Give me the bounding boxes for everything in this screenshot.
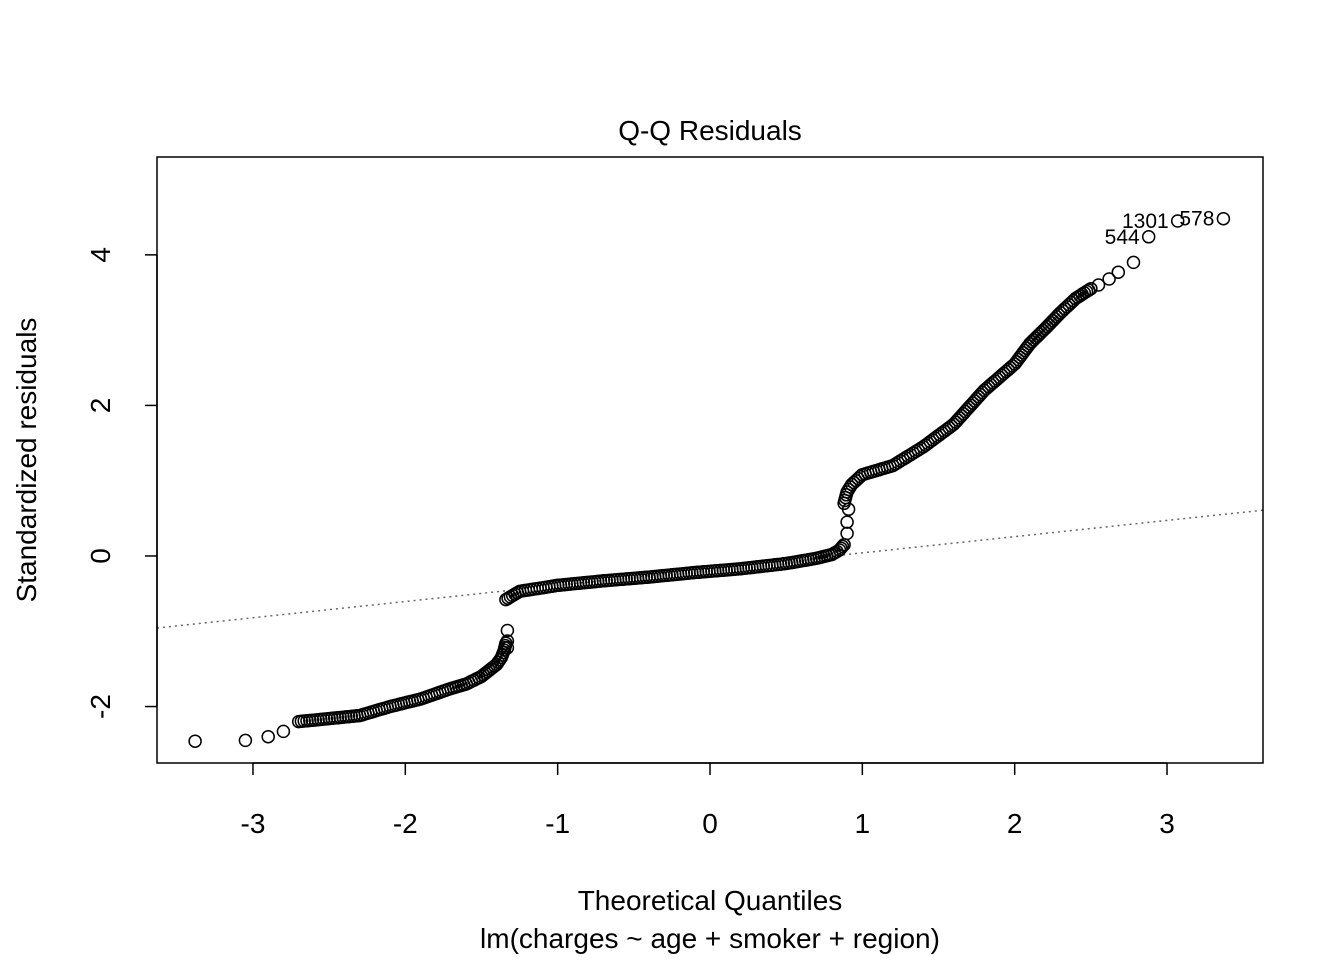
x-tick-label: -2 — [393, 808, 418, 839]
data-point — [1111, 265, 1126, 279]
y-tick-label: 4 — [85, 247, 116, 263]
y-tick-label: 2 — [85, 398, 116, 414]
x-tick-label: -1 — [545, 808, 570, 839]
chart-title: Q-Q Residuals — [618, 115, 802, 146]
data-point — [188, 734, 202, 748]
data-point — [1084, 281, 1098, 296]
data-point — [834, 541, 848, 555]
x-tick-label: 2 — [1007, 808, 1023, 839]
data-point — [851, 471, 865, 486]
x-axis: -3 -2 -1 0 1 2 3 — [241, 762, 1175, 839]
point-label: 544 — [1105, 226, 1140, 249]
model-caption: lm(charges ~ age + smoker + region) — [480, 923, 940, 954]
points-layer — [188, 211, 1231, 748]
data-point — [1016, 345, 1030, 360]
data-point — [1011, 352, 1025, 367]
data-point — [1018, 343, 1032, 358]
y-tick-label: 0 — [85, 548, 116, 564]
y-tick-label: -2 — [85, 694, 116, 719]
data-point — [1170, 214, 1185, 228]
data-point — [840, 515, 854, 529]
data-point — [1102, 272, 1116, 286]
data-point — [1091, 278, 1106, 292]
x-axis-label: Theoretical Quantiles — [578, 885, 843, 916]
x-tick-label: -3 — [241, 808, 266, 839]
data-point — [1013, 350, 1027, 364]
point-label: 1301 — [1122, 210, 1169, 233]
x-tick-label: 1 — [855, 808, 871, 839]
point-label: 578 — [1179, 208, 1214, 231]
data-point — [1126, 255, 1141, 270]
data-point — [1014, 348, 1029, 362]
data-point — [238, 733, 253, 748]
data-point — [841, 502, 856, 517]
data-point — [261, 729, 275, 744]
data-point — [276, 724, 291, 739]
x-tick-label: 3 — [1159, 808, 1175, 839]
y-axis-label: Standardized residuals — [11, 318, 42, 603]
data-point — [1007, 357, 1022, 371]
data-point — [500, 641, 515, 655]
data-point — [840, 526, 854, 541]
reference-line-layer — [156, 509, 1264, 629]
data-point — [835, 539, 850, 554]
data-point — [1141, 230, 1156, 244]
data-point — [500, 634, 515, 648]
data-point — [500, 623, 515, 638]
data-point — [1216, 211, 1231, 226]
plot-frame — [156, 156, 1264, 764]
qq-reference-line — [156, 509, 1264, 629]
y-axis: -2 0 2 4 — [85, 247, 158, 719]
x-tick-label: 0 — [702, 808, 718, 839]
